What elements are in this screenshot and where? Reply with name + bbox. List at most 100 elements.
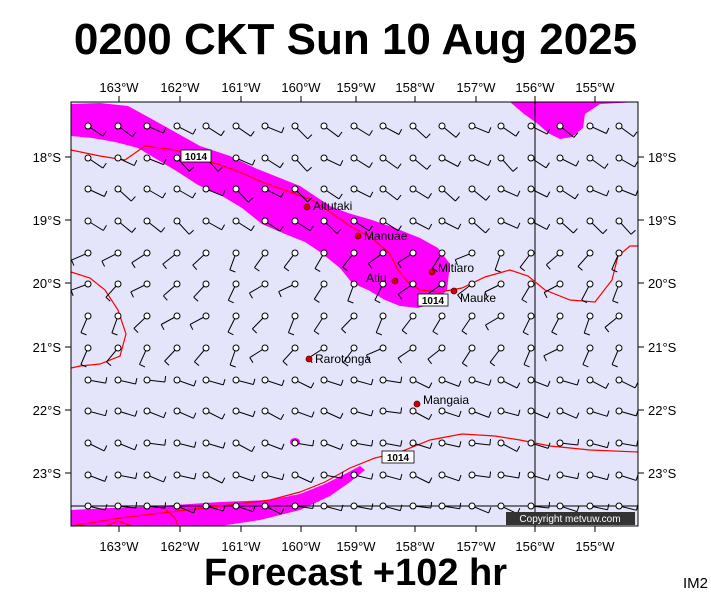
wind-barb bbox=[427, 344, 446, 365]
wind-barb bbox=[291, 376, 315, 389]
wind-barb bbox=[202, 407, 226, 420]
wind-barb bbox=[527, 185, 551, 198]
place-mauke: Mauke bbox=[450, 287, 496, 305]
wind-barb bbox=[278, 280, 299, 298]
wind-barb bbox=[261, 185, 285, 198]
lat-tick-label-left: 19°S bbox=[33, 213, 62, 228]
wind-barb bbox=[461, 312, 476, 335]
wind-barb bbox=[374, 280, 387, 304]
wind-barb bbox=[527, 217, 551, 230]
wind-barb bbox=[556, 122, 579, 138]
wind-barb bbox=[409, 376, 433, 389]
wind-barb bbox=[84, 471, 108, 482]
wind-barb bbox=[556, 154, 580, 167]
wind-barb bbox=[314, 249, 328, 273]
lat-tick-label-right: 23°S bbox=[648, 466, 677, 481]
wind-barb bbox=[143, 154, 167, 166]
wind-barb bbox=[202, 471, 226, 484]
place-label: Mitiaro bbox=[438, 261, 474, 275]
wind-barbs bbox=[71, 122, 638, 515]
wind-barb bbox=[438, 407, 462, 418]
wind-barb bbox=[457, 280, 476, 300]
wind-barb bbox=[164, 344, 181, 366]
wind-barb bbox=[586, 439, 610, 449]
wind-barb bbox=[320, 376, 344, 386]
place-label: Manuae bbox=[364, 229, 408, 243]
wind-barb bbox=[527, 376, 551, 387]
wind-barb bbox=[527, 471, 551, 481]
place-mangaia: Mangaia bbox=[413, 393, 469, 408]
wind-barb bbox=[84, 407, 108, 417]
wind-barb bbox=[409, 185, 432, 199]
wind-barb bbox=[173, 502, 197, 514]
wind-barb bbox=[350, 407, 374, 417]
lon-tick-label-bottom: 158°W bbox=[395, 539, 435, 554]
wind-barb bbox=[379, 217, 402, 232]
lon-tick-label-top: 159°W bbox=[336, 80, 376, 95]
wind-barb bbox=[431, 249, 446, 272]
wind-barb bbox=[320, 471, 344, 479]
wind-barb bbox=[604, 312, 623, 333]
wind-barb bbox=[173, 407, 197, 419]
wind-barb bbox=[409, 122, 431, 139]
wind-barb bbox=[308, 344, 328, 364]
wind-barb bbox=[291, 185, 313, 203]
wind-barb bbox=[291, 217, 314, 232]
wind-barb bbox=[397, 344, 417, 364]
wind-barb bbox=[468, 502, 492, 514]
wind-barb bbox=[173, 122, 197, 135]
wind-barb bbox=[350, 154, 373, 169]
place-marker bbox=[391, 277, 399, 285]
wind-barb bbox=[583, 312, 594, 336]
copyright-text: Copyright metvuw.com bbox=[519, 514, 620, 525]
place-label: Mauke bbox=[460, 291, 496, 305]
wind-barb bbox=[454, 249, 476, 266]
wind-barb bbox=[468, 471, 492, 479]
lon-tick-label-bottom: 156°W bbox=[515, 539, 555, 554]
lat-tick-label-right: 20°S bbox=[648, 276, 677, 291]
wind-barb bbox=[114, 376, 138, 385]
wind-barb bbox=[527, 501, 551, 510]
wind-barb bbox=[551, 312, 564, 336]
place-marker bbox=[303, 203, 311, 211]
isobar-label: 1014 bbox=[387, 453, 410, 464]
wind-barb bbox=[254, 249, 269, 272]
wind-barb bbox=[232, 217, 255, 232]
wind-barb bbox=[497, 154, 518, 172]
wind-barb bbox=[248, 280, 269, 299]
wind-barb bbox=[130, 280, 151, 298]
wind-barb bbox=[582, 344, 594, 368]
lon-tick-label-top: 162°W bbox=[160, 80, 200, 95]
wind-barb bbox=[341, 312, 358, 334]
lat-tick-label-left: 21°S bbox=[33, 340, 62, 355]
left-ticks bbox=[65, 156, 71, 474]
wind-barb bbox=[468, 407, 492, 418]
wind-barb bbox=[173, 217, 194, 235]
wind-barb bbox=[379, 376, 403, 384]
wind-barb bbox=[193, 280, 210, 302]
wind-barb bbox=[379, 502, 403, 512]
lon-tick-label-bottom: 161°W bbox=[221, 539, 261, 554]
wind-barb bbox=[194, 344, 210, 366]
wind-barb bbox=[261, 217, 284, 232]
wind-barb bbox=[282, 344, 299, 366]
wind-barb bbox=[366, 344, 387, 361]
wind-barb bbox=[189, 312, 210, 330]
wind-barb bbox=[521, 280, 535, 303]
wind-barb bbox=[261, 439, 285, 450]
rain-band bbox=[71, 103, 450, 308]
top-ticks bbox=[118, 96, 596, 102]
wind-barb bbox=[527, 407, 551, 419]
wind-barb bbox=[162, 249, 181, 270]
wind-barb bbox=[612, 280, 623, 304]
wind-barb bbox=[105, 280, 122, 302]
wind-barb bbox=[615, 122, 638, 138]
wind-barb bbox=[350, 217, 373, 232]
wind-barb bbox=[232, 439, 256, 453]
wind-barb bbox=[84, 502, 108, 511]
wind-barb bbox=[556, 471, 580, 480]
wind-barb bbox=[497, 407, 521, 417]
wind-barb bbox=[202, 122, 225, 137]
wind-barb bbox=[143, 471, 167, 483]
isobar-label: 1014 bbox=[185, 152, 208, 163]
